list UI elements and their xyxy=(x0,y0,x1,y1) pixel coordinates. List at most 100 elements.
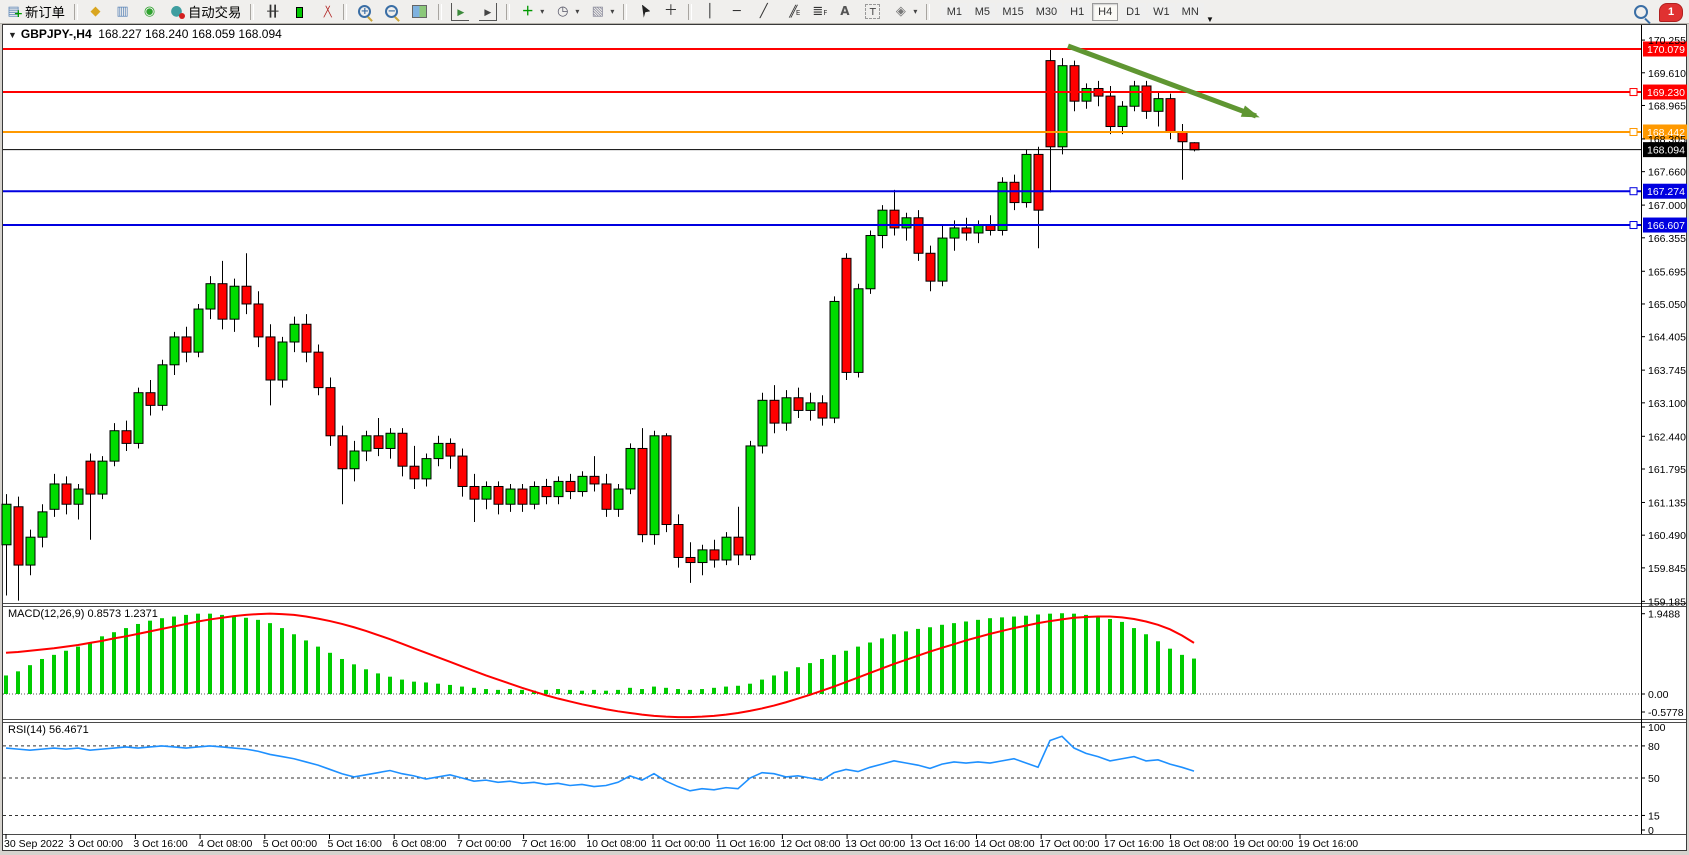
rsi-value: 56.4671 xyxy=(48,724,89,736)
candle-body xyxy=(1009,181,1020,204)
candle-body xyxy=(505,488,516,505)
timeframe-MN[interactable]: MN xyxy=(1176,2,1204,21)
time-tick-label: 5 Oct 16:00 xyxy=(328,838,382,850)
macd-histogram-bar xyxy=(916,628,920,694)
equidistant-channel-button[interactable] xyxy=(778,2,803,22)
candle-body xyxy=(97,460,108,495)
collapse-chart-icon[interactable]: ▼ xyxy=(8,30,17,40)
macd-histogram-bar xyxy=(676,689,680,694)
candle-body xyxy=(301,323,312,353)
candle-body xyxy=(685,556,696,564)
macd-histogram-bar xyxy=(280,628,284,694)
candle-body xyxy=(673,524,684,558)
candlestick-chart-button[interactable] xyxy=(286,2,311,22)
chart-shift-icon xyxy=(479,2,498,21)
macd-histogram-bar xyxy=(844,650,848,694)
timeframe-M1[interactable]: M1 xyxy=(941,2,968,21)
macd-histogram-bar xyxy=(1048,613,1052,694)
candle-body xyxy=(1165,98,1176,133)
candle-body xyxy=(109,430,120,462)
price-level-label xyxy=(1643,124,1687,140)
timeframe-M30[interactable]: M30 xyxy=(1030,2,1063,21)
new-order-button[interactable]: 新订单 xyxy=(1,2,69,22)
price-tick-label: 162.440 xyxy=(1648,431,1686,443)
candle-body xyxy=(457,455,468,487)
macd-histogram-bar xyxy=(520,689,524,694)
auto-scroll-button[interactable] xyxy=(447,2,473,22)
notification-badge[interactable]: 1 xyxy=(1659,2,1683,22)
macd-histogram-bar xyxy=(856,646,860,694)
cursor-button[interactable] xyxy=(632,2,656,22)
price-level-label xyxy=(1643,41,1687,57)
text-label-button[interactable] xyxy=(859,2,886,22)
macd-histogram-bar xyxy=(760,679,764,694)
toolbar-separator xyxy=(250,3,255,20)
timeframe-M5[interactable]: M5 xyxy=(969,2,996,21)
tile-windows-button[interactable] xyxy=(406,2,433,22)
candle-body xyxy=(181,336,192,353)
macd-histogram-bar xyxy=(820,658,824,694)
macd-histogram-bar xyxy=(604,690,608,694)
indicators-button[interactable]: ▾ xyxy=(515,2,548,22)
macd-histogram-bar xyxy=(1012,616,1016,694)
macd-histogram-bar xyxy=(652,686,656,694)
candle-body xyxy=(637,447,648,536)
search-button[interactable] xyxy=(1630,2,1652,22)
candle-body xyxy=(73,488,84,505)
candle-body xyxy=(1,503,12,546)
candle-body xyxy=(529,485,540,505)
chart-window-border xyxy=(2,24,1687,851)
macd-histogram-bar xyxy=(484,689,488,694)
price-level-label-text: 167.274 xyxy=(1647,186,1685,198)
macd-histogram-bar xyxy=(1072,613,1076,694)
macd-histogram-bar xyxy=(724,686,728,694)
search-icon xyxy=(1634,5,1648,19)
timeframe-M15[interactable]: M15 xyxy=(997,2,1029,21)
chevron-down-icon: ▾ xyxy=(540,7,545,16)
macd-histogram-bar xyxy=(340,658,344,694)
chart-symbol-period: GBPJPY-,H4 xyxy=(20,27,92,41)
auto-trading-button[interactable]: 自动交易 xyxy=(164,2,245,22)
price-tick-label: 160.490 xyxy=(1648,530,1686,542)
chart-shift-button[interactable] xyxy=(475,2,501,22)
zoom-out-button[interactable] xyxy=(379,2,404,22)
zoom-in-button[interactable] xyxy=(352,2,377,22)
timeframe-W1[interactable]: W1 xyxy=(1148,2,1175,21)
time-tick-label: 19 Oct 00:00 xyxy=(1233,838,1293,850)
macd-histogram-bar xyxy=(880,638,884,694)
time-tick-label: 14 Oct 08:00 xyxy=(975,838,1035,850)
macd-histogram-bar xyxy=(196,613,200,694)
candle-body xyxy=(493,485,504,505)
macd-histogram-bar xyxy=(160,618,164,694)
templates-button[interactable]: ▾ xyxy=(585,2,618,22)
fibonacci-icon xyxy=(809,3,827,22)
macd-histogram-bar xyxy=(400,679,404,694)
tile-windows-icon xyxy=(412,5,428,18)
timeframe-H1[interactable]: H1 xyxy=(1064,2,1091,21)
macd-histogram-bar xyxy=(952,623,956,694)
candle-body xyxy=(469,485,480,500)
timeframe-H4[interactable]: H4 xyxy=(1092,2,1119,21)
macd-histogram-bar xyxy=(868,642,872,694)
candle-body xyxy=(865,235,876,290)
timeframe-group: M1 M5 M15 M30 H1 H4 D1 W1 MN xyxy=(940,2,1204,21)
candle-body xyxy=(337,435,348,470)
candle-body xyxy=(613,488,624,510)
fibonacci-button[interactable] xyxy=(805,2,830,22)
timeframe-D1[interactable]: D1 xyxy=(1120,2,1147,21)
candle-body xyxy=(901,217,912,229)
macd-histogram-bar xyxy=(796,667,800,694)
macd-histogram-bar xyxy=(232,616,236,694)
rsi-axis-label: 15 xyxy=(1648,810,1660,822)
candle-body xyxy=(733,536,744,556)
auto-trading-icon xyxy=(168,3,185,20)
candle-body xyxy=(769,399,780,424)
candle-body xyxy=(241,285,252,305)
chart-info-line: ▼ GBPJPY-,H4 168.227 168.240 168.059 168.… xyxy=(8,27,282,41)
periods-button[interactable]: ▾ xyxy=(550,2,583,22)
toolbar-separator xyxy=(343,3,348,20)
price-level-label xyxy=(1643,142,1687,158)
macd-histogram-bar xyxy=(688,689,692,694)
arrows-button[interactable]: ▾ xyxy=(888,2,921,22)
